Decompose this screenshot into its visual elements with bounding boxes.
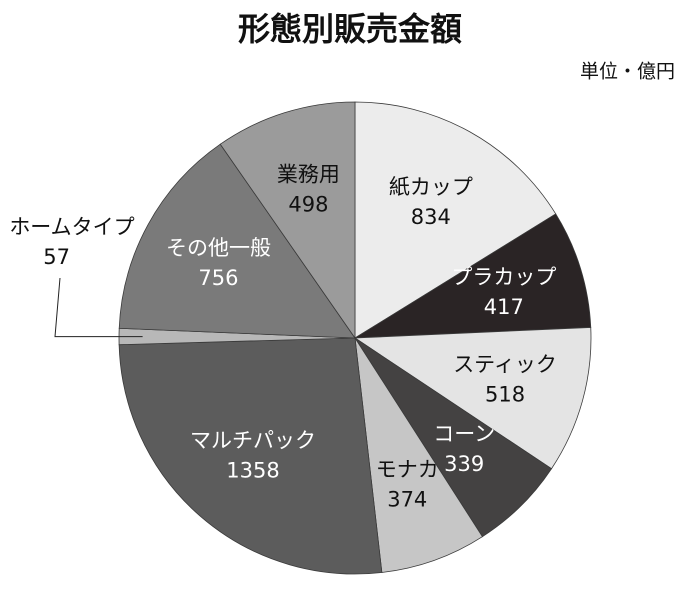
slice-label: モナカ (376, 458, 439, 482)
pie-slice (118, 143, 356, 339)
slice-label: マルチパック (190, 429, 316, 453)
value-label: 339 (444, 452, 484, 476)
pie-slice (354, 337, 483, 573)
slice-label: スティック (453, 353, 557, 377)
value-label: 57 (43, 245, 70, 269)
pie-slice (354, 101, 557, 339)
pie-slice (219, 101, 356, 340)
value-label: 1358 (226, 459, 279, 483)
slice-label: コーン (433, 422, 495, 446)
value-label: 756 (198, 266, 238, 290)
slice-label: その他一般 (166, 236, 271, 260)
pie-slice (353, 213, 592, 339)
slice-label: 紙カップ (389, 175, 473, 199)
unit-note: 単位・億円 (580, 61, 675, 83)
pie-slice (118, 337, 383, 575)
value-label: 417 (484, 295, 524, 319)
value-label: 518 (485, 383, 525, 407)
value-label: 498 (288, 192, 328, 216)
value-label: 374 (387, 488, 427, 512)
slice-label: 業務用 (277, 162, 340, 186)
chart-title: 形態別販売金額 (238, 10, 462, 48)
pie-slice (353, 327, 592, 470)
value-label: 834 (411, 205, 451, 229)
slice-label: プラカップ (451, 265, 556, 289)
slice-label: ホームタイプ (9, 215, 134, 239)
leader-line (54, 277, 143, 338)
